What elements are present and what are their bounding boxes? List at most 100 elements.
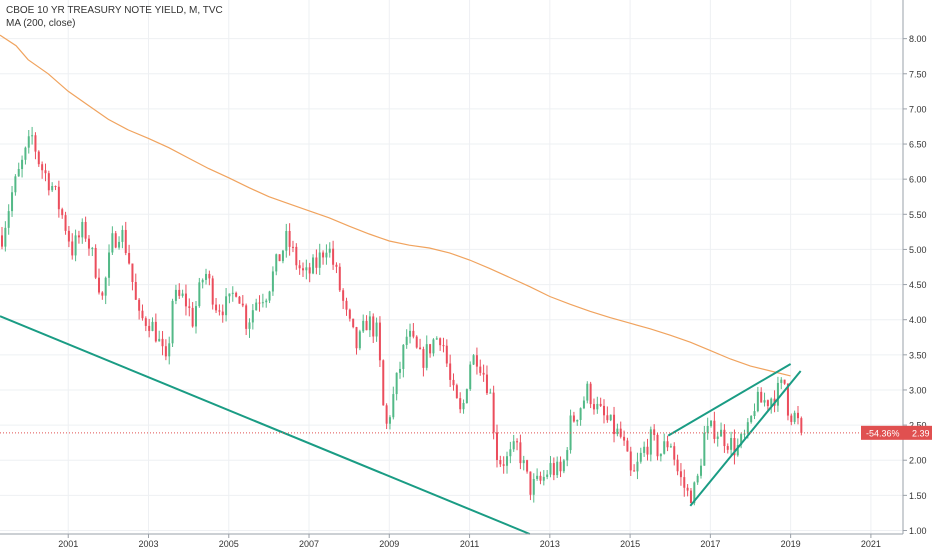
candle-up xyxy=(31,135,34,137)
candle-up xyxy=(716,436,719,439)
candle-down xyxy=(235,292,238,297)
candle-up xyxy=(566,450,569,461)
x-tick-label: 2001 xyxy=(58,539,78,549)
candle-up xyxy=(465,389,468,404)
candle-up xyxy=(318,252,321,268)
candle-down xyxy=(666,441,669,448)
x-tick-label: 2021 xyxy=(861,539,881,549)
candle-down xyxy=(128,252,131,264)
candle-down xyxy=(475,355,478,367)
candle-up xyxy=(636,461,639,472)
x-tick-label: 2013 xyxy=(540,539,560,549)
candle-up xyxy=(462,403,465,410)
candle-up xyxy=(546,474,549,477)
y-tick-label: 4.00 xyxy=(909,315,927,325)
candle-down xyxy=(419,347,422,350)
candle-down xyxy=(178,289,181,296)
candle-up xyxy=(171,300,174,344)
candle-up xyxy=(506,456,509,466)
y-tick-label: 5.50 xyxy=(909,210,927,220)
candle-up xyxy=(251,310,254,323)
candle-up xyxy=(489,392,492,394)
candle-down xyxy=(766,400,769,407)
candle-down xyxy=(445,345,448,364)
grid-layer xyxy=(0,0,903,534)
candle-down xyxy=(429,344,432,354)
candle-up xyxy=(168,343,171,357)
candle-down xyxy=(479,366,482,373)
candle-down xyxy=(656,434,659,457)
candle-up xyxy=(586,383,589,401)
candle-down xyxy=(676,459,679,472)
candle-down xyxy=(559,461,562,472)
candle-up xyxy=(91,247,94,249)
candle-down xyxy=(723,429,726,447)
candle-down xyxy=(529,471,532,495)
y-tick-label: 3.00 xyxy=(909,385,927,395)
candle-down xyxy=(485,374,488,394)
candle-down xyxy=(348,309,351,319)
candle-down xyxy=(154,321,157,342)
candle-down xyxy=(64,215,67,231)
candle-up xyxy=(368,316,371,331)
candle-down xyxy=(629,451,632,471)
candle-down xyxy=(439,338,442,346)
candle-up xyxy=(358,331,361,349)
candle-down xyxy=(619,428,622,437)
candle-down xyxy=(422,349,425,368)
candle-up xyxy=(21,159,24,170)
y-tick-label: 7.00 xyxy=(909,104,927,114)
candle-down xyxy=(322,252,325,258)
candle-up xyxy=(198,282,201,307)
candle-down xyxy=(492,392,495,433)
candle-down xyxy=(689,490,692,504)
y-tick-label: 2.50 xyxy=(909,421,927,431)
candle-up xyxy=(375,322,378,337)
candle-down xyxy=(800,418,803,433)
trendline-3 xyxy=(689,370,802,507)
candle-up xyxy=(576,419,579,422)
y-tick-label: 3.50 xyxy=(909,350,927,360)
y-tick-label: 8.00 xyxy=(909,34,927,44)
candle-down xyxy=(626,440,629,452)
candle-up xyxy=(736,445,739,456)
candle-down xyxy=(516,441,519,443)
candle-up xyxy=(305,267,308,271)
candle-down xyxy=(57,186,60,210)
candle-down xyxy=(786,383,789,416)
candle-up xyxy=(776,382,779,406)
candle-up xyxy=(696,475,699,483)
candle-up xyxy=(111,233,114,253)
candle-down xyxy=(613,414,616,435)
x-tick-label: 2019 xyxy=(781,539,801,549)
candle-down xyxy=(54,185,57,187)
y-tick-label: 6.00 xyxy=(909,175,927,185)
candle-up xyxy=(104,277,107,296)
candle-up xyxy=(616,428,619,435)
candle-down xyxy=(215,304,218,311)
candle-down xyxy=(442,345,445,347)
candle-up xyxy=(158,338,161,342)
ma-layer xyxy=(0,34,791,377)
candle-up xyxy=(432,339,435,354)
candle-up xyxy=(108,252,111,278)
candle-down xyxy=(245,305,248,329)
candle-down xyxy=(114,233,117,248)
candle-up xyxy=(542,476,545,481)
x-tick-label: 2017 xyxy=(700,539,720,549)
candle-down xyxy=(713,420,716,439)
y-tick-label: 4.50 xyxy=(909,280,927,290)
candle-up xyxy=(11,192,14,212)
candle-up xyxy=(753,411,756,417)
candle-up xyxy=(579,408,582,420)
candle-down xyxy=(221,311,224,316)
candle-up xyxy=(151,321,154,331)
candle-up xyxy=(392,394,395,418)
candle-up xyxy=(248,322,251,329)
candle-down xyxy=(295,246,298,266)
candle-down xyxy=(288,230,291,247)
candle-down xyxy=(539,475,542,481)
candle-down xyxy=(191,307,194,327)
